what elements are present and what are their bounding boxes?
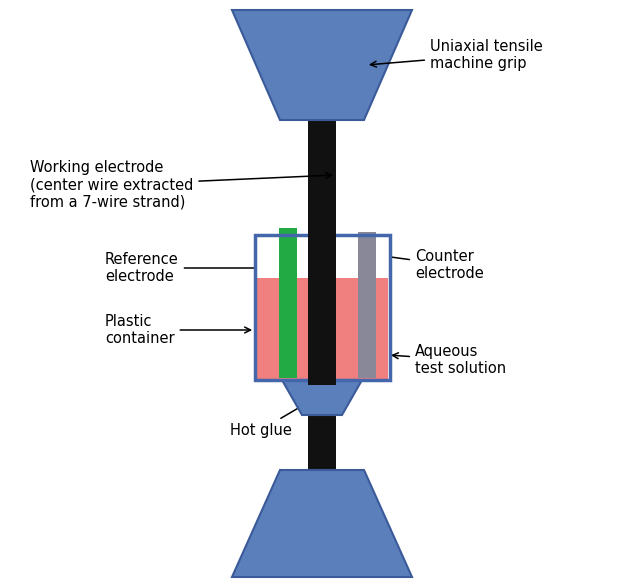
Bar: [255, 235, 390, 380]
Bar: [308, 10, 336, 577]
Text: Hot glue: Hot glue: [230, 402, 308, 437]
Bar: [279, 228, 297, 378]
Polygon shape: [232, 470, 412, 577]
Text: Uniaxial tensile
machine grip: Uniaxial tensile machine grip: [370, 39, 543, 71]
Bar: [308, 230, 336, 385]
Text: Counter
electrode: Counter electrode: [381, 249, 484, 281]
Polygon shape: [282, 380, 362, 415]
Bar: [358, 232, 376, 378]
Polygon shape: [232, 10, 412, 120]
Text: Reference
electrode: Reference electrode: [105, 252, 274, 284]
Bar: [257, 278, 388, 380]
Text: Plastic
container: Plastic container: [105, 314, 251, 346]
Text: Working electrode
(center wire extracted
from a 7-wire strand): Working electrode (center wire extracted…: [30, 160, 331, 210]
Bar: [255, 235, 390, 380]
Text: Aqueous
test solution: Aqueous test solution: [392, 344, 506, 376]
Bar: [308, 278, 336, 380]
